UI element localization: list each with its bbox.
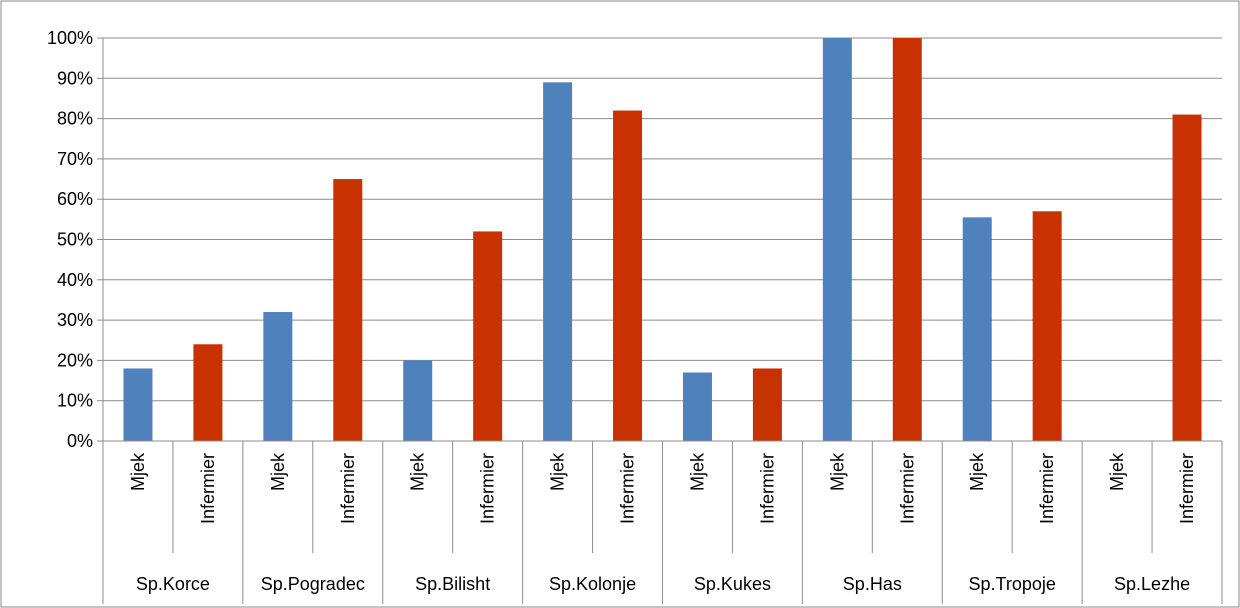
category-label: Infermier [1177,453,1197,524]
y-tick-label: 20% [57,350,93,370]
y-tick-label: 90% [57,68,93,88]
bar [473,231,503,441]
bar [962,217,992,441]
y-tick-label: 0% [67,431,93,451]
category-label: Mjek [408,452,428,491]
y-axis-ticks: 0% 10% 20% 30% 40% 50% 60% 70% 80% 90% 100% [47,28,103,451]
y-tick-label: 10% [57,391,93,411]
y-tick-label: 70% [57,149,93,169]
category-label: Infermier [897,453,917,524]
category-label: Infermier [198,453,218,524]
bar [682,372,712,441]
bar [1032,211,1062,441]
y-tick-label: 50% [57,230,93,250]
category-label: Mjek [128,452,148,491]
bar [403,360,433,441]
group-label: Sp.Bilisht [415,574,490,594]
group-label: Sp.Kolonje [549,574,636,594]
group-label: Sp.Kukes [694,574,771,594]
bar [752,368,782,441]
bar [1172,114,1202,441]
x-axis: Mjek Infermier Sp.Korce Mjek Infermier Sp.Pog… [102,38,1223,604]
bars [123,38,1202,442]
y-tick-label: 100% [47,28,93,48]
category-label: Infermier [478,453,498,524]
category-label: Mjek [548,452,568,491]
category-label: Mjek [967,452,987,491]
group-label: Sp.Pogradec [261,574,365,594]
category-label: Infermier [757,453,777,524]
category-label: Mjek [1107,452,1127,491]
bar [123,368,153,441]
group-label: Sp.Lezhe [1114,574,1190,594]
bar [543,82,573,441]
category-label: Infermier [618,453,638,524]
group-label: Sp.Has [843,574,902,594]
group-label: Sp.Korce [136,574,210,594]
group-label: Sp.Tropoje [968,574,1055,594]
bar [822,38,852,441]
category-label: Mjek [268,452,288,491]
bar [892,38,922,441]
bar [613,110,643,441]
category-label: Mjek [827,452,847,491]
y-tick-label: 60% [57,189,93,209]
y-tick-label: 30% [57,310,93,330]
category-label: Mjek [687,452,707,491]
bar [263,312,293,441]
y-tick-label: 40% [57,270,93,290]
category-label: Infermier [1037,453,1057,524]
bar [193,344,223,441]
category-label: Infermier [338,453,358,524]
y-tick-label: 80% [57,109,93,129]
bar [333,179,363,442]
